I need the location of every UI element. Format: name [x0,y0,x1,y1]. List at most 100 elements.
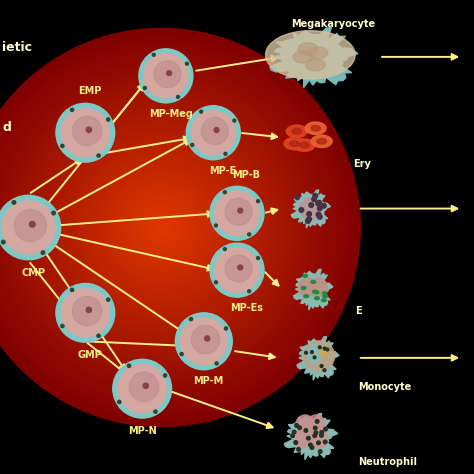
Ellipse shape [307,345,321,364]
Circle shape [101,168,221,287]
Circle shape [315,419,319,423]
Circle shape [12,78,310,377]
Circle shape [215,191,259,236]
Circle shape [9,75,314,380]
Circle shape [321,203,326,208]
Polygon shape [294,269,333,310]
Circle shape [312,197,317,201]
Circle shape [73,116,102,146]
Ellipse shape [319,349,327,356]
Circle shape [135,201,188,254]
Ellipse shape [292,128,301,134]
Circle shape [72,138,251,317]
Circle shape [115,181,208,274]
Circle shape [86,127,91,132]
Circle shape [2,68,320,387]
Circle shape [128,194,194,261]
Circle shape [145,211,178,244]
Circle shape [323,369,326,372]
Circle shape [215,248,259,292]
Circle shape [307,217,311,221]
Ellipse shape [301,286,306,289]
Text: MP-B: MP-B [232,170,261,180]
Ellipse shape [308,47,328,59]
Circle shape [181,318,227,365]
Ellipse shape [305,59,325,71]
Circle shape [313,434,317,438]
Ellipse shape [300,198,321,219]
Polygon shape [292,190,330,228]
Circle shape [180,353,183,356]
Circle shape [0,65,324,390]
Circle shape [108,174,214,281]
Circle shape [29,221,35,227]
Circle shape [214,281,218,284]
Circle shape [299,278,317,297]
Text: Megakaryocyte: Megakaryocyte [292,19,375,29]
Text: Ery: Ery [353,159,371,169]
Circle shape [41,251,45,255]
Circle shape [191,110,236,155]
Circle shape [306,219,310,223]
Circle shape [144,54,188,98]
Circle shape [56,103,115,162]
Circle shape [42,108,281,347]
Ellipse shape [314,291,319,294]
Circle shape [318,215,322,219]
Circle shape [298,426,301,429]
Circle shape [139,49,193,103]
Ellipse shape [284,137,305,150]
Circle shape [316,212,321,217]
Circle shape [215,362,218,365]
Circle shape [296,415,314,433]
Circle shape [164,374,167,377]
Circle shape [12,201,16,204]
Circle shape [61,289,109,337]
Circle shape [0,38,350,417]
Circle shape [225,198,252,225]
Text: MP-Es: MP-Es [230,303,263,313]
Circle shape [191,325,220,354]
Circle shape [25,91,297,364]
Ellipse shape [311,126,320,131]
Circle shape [61,144,64,147]
Circle shape [293,430,311,448]
Circle shape [138,204,184,251]
Circle shape [151,218,171,237]
Circle shape [2,201,55,254]
Circle shape [52,211,55,215]
Circle shape [191,144,194,146]
Circle shape [73,296,102,326]
Circle shape [15,82,307,374]
Circle shape [167,71,172,75]
Circle shape [0,62,327,393]
Circle shape [248,233,251,236]
Circle shape [310,351,313,354]
Circle shape [5,72,317,383]
Circle shape [186,106,240,160]
Circle shape [313,356,316,359]
Circle shape [125,191,198,264]
Circle shape [309,443,312,447]
Ellipse shape [317,138,327,144]
Circle shape [88,155,234,301]
Circle shape [317,201,321,205]
Text: CMP: CMP [21,268,45,278]
Circle shape [319,434,323,437]
Circle shape [118,400,121,403]
Circle shape [297,447,301,451]
Circle shape [223,247,226,251]
Circle shape [154,410,157,413]
Circle shape [0,32,357,423]
Circle shape [248,290,251,293]
Circle shape [68,135,254,320]
Circle shape [155,221,168,234]
Circle shape [0,195,61,260]
Circle shape [62,128,261,327]
Text: E: E [356,306,362,316]
Text: MP-E: MP-E [209,166,237,176]
Circle shape [307,415,325,433]
Circle shape [307,437,310,440]
Circle shape [310,430,328,448]
Ellipse shape [311,135,332,147]
